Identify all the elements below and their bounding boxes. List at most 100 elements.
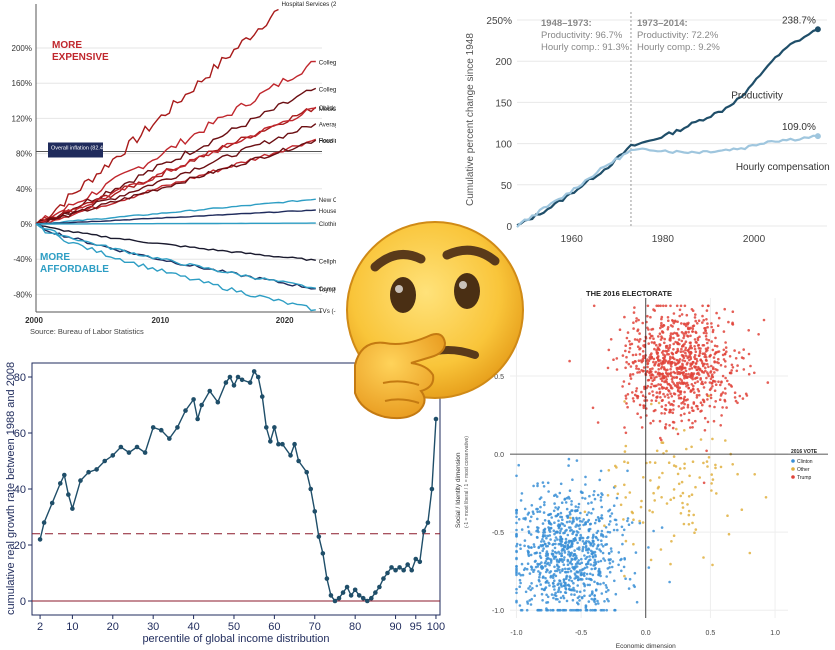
scatter-point — [618, 328, 622, 331]
scatter-point — [627, 523, 631, 526]
scatter-point — [698, 393, 701, 397]
scatter-point — [576, 561, 579, 564]
series-label: Childcare and Nursery School (132.8%) — [319, 105, 336, 112]
scatter-point — [571, 516, 575, 520]
scatter-point — [711, 375, 715, 379]
scatter-point — [545, 601, 548, 604]
scatter-point — [647, 328, 650, 331]
scatter-point — [566, 516, 570, 519]
scatter-point — [566, 563, 570, 566]
scatter-point — [656, 352, 659, 356]
scatter-point — [574, 509, 577, 513]
scatter-point — [699, 410, 702, 413]
scatter-point — [691, 460, 695, 463]
scatter-point — [688, 354, 692, 357]
scatter-point — [705, 332, 708, 335]
scatter-point — [515, 474, 518, 478]
scatter-point — [679, 304, 683, 308]
scatter-point — [693, 531, 696, 534]
scatter-point — [519, 573, 523, 577]
scatter-point — [576, 608, 579, 612]
growth-point — [397, 565, 402, 570]
scatter-point — [601, 545, 605, 548]
thinking-face-icon — [346, 221, 524, 420]
scatter-point — [649, 479, 652, 482]
scatter-point — [600, 543, 603, 546]
scatter-point — [688, 341, 692, 345]
growth-point — [66, 492, 71, 497]
growth-point — [183, 408, 188, 413]
scatter-point — [624, 496, 627, 499]
scatter-point — [573, 568, 576, 571]
scatter-point — [590, 597, 593, 601]
scatter-point — [731, 323, 735, 326]
scatter-point — [581, 536, 585, 540]
scatter-point — [727, 320, 730, 324]
scatter-point — [581, 545, 585, 549]
scatter-point — [702, 331, 706, 335]
scatter-point — [622, 518, 625, 521]
scatter-point — [623, 426, 626, 429]
scatter-point — [657, 304, 660, 308]
scatter-point — [520, 528, 524, 531]
scatter-point — [638, 353, 642, 356]
scatter-point — [655, 391, 659, 394]
scatter-point — [642, 366, 646, 369]
electorate-scatter-chart: THE 2016 ELECTORATE 0.5 0.0 -0.5 -1.0 -1.0 -0.… — [448, 278, 835, 650]
scatter-point — [554, 569, 557, 573]
annotation-more-affordable: MORE — [40, 252, 70, 263]
scatter-point — [704, 358, 708, 362]
growth-point — [360, 595, 366, 601]
scatter-point — [547, 581, 550, 585]
scatter-point — [596, 493, 600, 497]
scatter-point — [649, 376, 653, 380]
scatter-point — [678, 467, 682, 470]
scatter-point — [632, 399, 636, 403]
scatter-point — [682, 336, 685, 340]
scatter-point — [563, 567, 567, 571]
scatter-point — [663, 407, 667, 411]
scatter-point — [695, 376, 699, 379]
series-name-hourly: Hourly compensation — [736, 162, 830, 173]
growth-point — [158, 427, 164, 433]
scatter-point — [570, 557, 573, 561]
series-line — [35, 209, 316, 225]
scatter-point — [654, 370, 657, 374]
scatter-point — [577, 506, 580, 509]
scatter-point — [672, 392, 676, 395]
scatter-point — [674, 340, 677, 344]
scatter-point — [584, 483, 587, 486]
scatter-point — [628, 577, 632, 581]
scatter-point — [577, 576, 580, 579]
x-tick-label: 100 — [427, 621, 445, 633]
scatter-point — [711, 328, 715, 332]
scatter-point — [568, 578, 571, 582]
scatter-point — [577, 578, 580, 582]
scatter-point — [660, 336, 664, 340]
scatter-point — [669, 339, 672, 342]
scatter-point — [562, 558, 566, 562]
scatter-point — [656, 395, 659, 398]
scatter-point — [580, 573, 584, 576]
scatter-point — [565, 599, 569, 603]
scatter-point — [548, 528, 551, 532]
scatter-point — [667, 372, 670, 375]
scatter-point — [574, 576, 578, 579]
scatter-point — [517, 518, 521, 521]
scatter-point — [708, 355, 711, 358]
scatter-point — [667, 389, 670, 392]
growth-point — [37, 537, 43, 542]
scatter-point — [710, 482, 713, 485]
scatter-point — [591, 406, 595, 410]
growth-point — [126, 450, 132, 455]
scatter-point — [541, 522, 545, 525]
scatter-point — [696, 368, 699, 371]
scatter-point — [583, 583, 586, 586]
scatter-point — [710, 364, 713, 368]
scatter-point — [627, 362, 631, 366]
scatter-point — [543, 503, 546, 507]
scatter-point — [558, 552, 561, 555]
growth-point — [308, 486, 314, 492]
growth-point — [223, 380, 229, 385]
scatter-point — [612, 504, 616, 507]
